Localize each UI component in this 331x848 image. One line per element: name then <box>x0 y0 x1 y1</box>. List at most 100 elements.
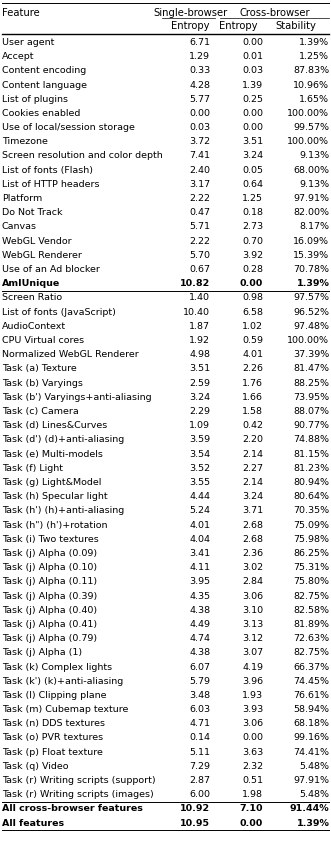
Text: 5.48%: 5.48% <box>299 790 329 800</box>
Text: 3.95: 3.95 <box>189 577 210 586</box>
Text: 3.54: 3.54 <box>189 449 210 459</box>
Text: 6.03: 6.03 <box>189 705 210 714</box>
Text: 76.61%: 76.61% <box>293 691 329 700</box>
Text: Task (a) Texture: Task (a) Texture <box>2 365 76 373</box>
Text: 75.09%: 75.09% <box>293 521 329 529</box>
Text: 3.92: 3.92 <box>242 251 263 259</box>
Text: 81.47%: 81.47% <box>293 365 329 373</box>
Text: 0.59: 0.59 <box>242 336 263 345</box>
Text: Content language: Content language <box>2 81 87 90</box>
Text: 2.26: 2.26 <box>242 365 263 373</box>
Text: 0.47: 0.47 <box>189 209 210 217</box>
Text: Task (h) Specular light: Task (h) Specular light <box>2 492 107 501</box>
Text: 0.42: 0.42 <box>242 421 263 430</box>
Text: 0.51: 0.51 <box>242 776 263 785</box>
Text: 2.32: 2.32 <box>242 762 263 771</box>
Text: 2.68: 2.68 <box>242 535 263 544</box>
Text: Task (h") (h')+rotation: Task (h") (h')+rotation <box>2 521 107 529</box>
Text: 6.58: 6.58 <box>242 308 263 316</box>
Text: 3.72: 3.72 <box>189 137 210 147</box>
Text: Task (r) Writing scripts (images): Task (r) Writing scripts (images) <box>2 790 153 800</box>
Text: 1.29: 1.29 <box>189 52 210 61</box>
Text: Task (i) Two textures: Task (i) Two textures <box>2 535 98 544</box>
Text: 68.18%: 68.18% <box>293 719 329 728</box>
Text: 3.02: 3.02 <box>242 563 263 572</box>
Text: All cross-browser features: All cross-browser features <box>2 805 143 813</box>
Text: 2.40: 2.40 <box>189 165 210 175</box>
Text: Task (k') (k)+anti-aliasing: Task (k') (k)+anti-aliasing <box>2 677 123 686</box>
Text: Task (g) Light&Model: Task (g) Light&Model <box>2 478 101 487</box>
Text: 3.55: 3.55 <box>189 478 210 487</box>
Text: Use of local/session storage: Use of local/session storage <box>2 123 134 132</box>
Text: 2.68: 2.68 <box>242 521 263 529</box>
Text: 4.35: 4.35 <box>189 592 210 600</box>
Text: 0.25: 0.25 <box>242 95 263 103</box>
Text: 3.51: 3.51 <box>242 137 263 147</box>
Text: Screen Ratio: Screen Ratio <box>2 293 62 303</box>
Text: 81.15%: 81.15% <box>293 449 329 459</box>
Text: Do Not Track: Do Not Track <box>2 209 62 217</box>
Text: 0.14: 0.14 <box>189 734 210 743</box>
Text: 70.35%: 70.35% <box>293 506 329 516</box>
Text: 9.13%: 9.13% <box>299 180 329 189</box>
Text: Screen resolution and color depth: Screen resolution and color depth <box>2 152 163 160</box>
Text: Single-browser: Single-browser <box>153 8 227 18</box>
Text: Entropy: Entropy <box>219 21 258 31</box>
Text: 2.22: 2.22 <box>189 237 210 246</box>
Text: Task (r) Writing scripts (support): Task (r) Writing scripts (support) <box>2 776 155 785</box>
Text: 4.49: 4.49 <box>189 620 210 629</box>
Text: 15.39%: 15.39% <box>293 251 329 259</box>
Text: 0.00: 0.00 <box>240 818 263 828</box>
Text: 1.58: 1.58 <box>242 407 263 416</box>
Text: List of HTTP headers: List of HTTP headers <box>2 180 99 189</box>
Text: Content encoding: Content encoding <box>2 66 86 75</box>
Text: 5.71: 5.71 <box>189 222 210 232</box>
Text: Task (j) Alpha (0.10): Task (j) Alpha (0.10) <box>2 563 97 572</box>
Text: 0.00: 0.00 <box>242 734 263 743</box>
Text: Task (j) Alpha (0.40): Task (j) Alpha (0.40) <box>2 605 97 615</box>
Text: 6.71: 6.71 <box>189 38 210 47</box>
Text: 3.06: 3.06 <box>242 592 263 600</box>
Text: 86.25%: 86.25% <box>293 549 329 558</box>
Text: 4.19: 4.19 <box>242 662 263 672</box>
Text: Cross-browser: Cross-browser <box>239 8 310 18</box>
Text: 90.77%: 90.77% <box>293 421 329 430</box>
Text: Cookies enabled: Cookies enabled <box>2 109 80 118</box>
Text: List of fonts (JavaScript): List of fonts (JavaScript) <box>2 308 116 316</box>
Text: Use of an Ad blocker: Use of an Ad blocker <box>2 265 100 274</box>
Text: 82.75%: 82.75% <box>293 649 329 657</box>
Text: 7.41: 7.41 <box>189 152 210 160</box>
Text: Task (d') (d)+anti-aliasing: Task (d') (d)+anti-aliasing <box>2 435 124 444</box>
Text: 1.09: 1.09 <box>189 421 210 430</box>
Text: 3.63: 3.63 <box>242 748 263 756</box>
Text: 1.25%: 1.25% <box>299 52 329 61</box>
Text: Entropy: Entropy <box>171 21 210 31</box>
Text: All features: All features <box>2 818 64 828</box>
Text: Task (b) Varyings: Task (b) Varyings <box>2 378 82 388</box>
Text: 74.88%: 74.88% <box>293 435 329 444</box>
Text: 75.98%: 75.98% <box>293 535 329 544</box>
Text: 72.63%: 72.63% <box>293 634 329 643</box>
Text: 16.09%: 16.09% <box>293 237 329 246</box>
Text: 10.82: 10.82 <box>180 279 210 288</box>
Text: 3.12: 3.12 <box>242 634 263 643</box>
Text: 75.80%: 75.80% <box>293 577 329 586</box>
Text: 1.92: 1.92 <box>189 336 210 345</box>
Text: List of fonts (Flash): List of fonts (Flash) <box>2 165 93 175</box>
Text: 3.93: 3.93 <box>242 705 263 714</box>
Text: 0.03: 0.03 <box>189 123 210 132</box>
Text: 66.37%: 66.37% <box>293 662 329 672</box>
Text: 87.83%: 87.83% <box>293 66 329 75</box>
Text: WebGL Renderer: WebGL Renderer <box>2 251 81 259</box>
Text: 9.13%: 9.13% <box>299 152 329 160</box>
Text: 10.40: 10.40 <box>183 308 210 316</box>
Text: 5.79: 5.79 <box>189 677 210 686</box>
Text: 82.75%: 82.75% <box>293 592 329 600</box>
Text: Accept: Accept <box>2 52 34 61</box>
Text: 1.39%: 1.39% <box>299 38 329 47</box>
Text: 5.77: 5.77 <box>189 95 210 103</box>
Text: Task (e) Multi-models: Task (e) Multi-models <box>2 449 103 459</box>
Text: 2.73: 2.73 <box>242 222 263 232</box>
Text: 2.87: 2.87 <box>189 776 210 785</box>
Text: Task (d) Lines&Curves: Task (d) Lines&Curves <box>2 421 107 430</box>
